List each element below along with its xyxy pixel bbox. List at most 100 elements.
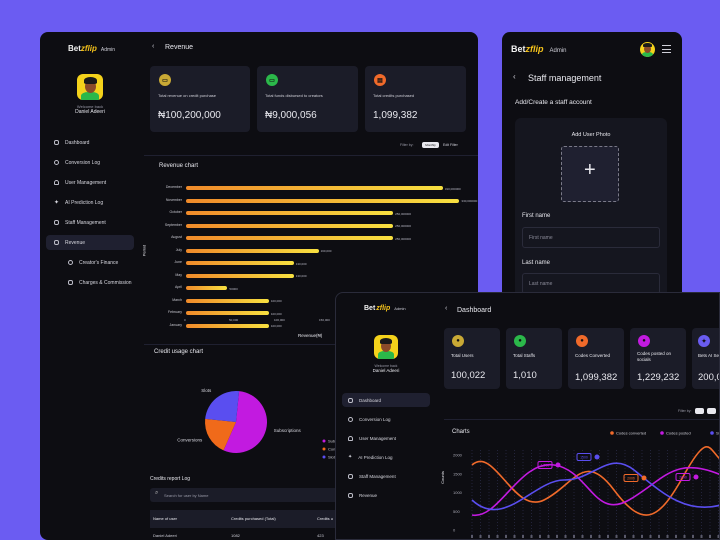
series-line[interactable] xyxy=(471,462,720,511)
bar-category-label: July xyxy=(175,247,182,252)
sidebar-item-conversion-log[interactable]: Conversion Log xyxy=(342,412,430,426)
edit-filter-button[interactable]: Edit Filter xyxy=(443,143,458,147)
revenue-bar[interactable] xyxy=(186,223,394,228)
users-icon: ● xyxy=(452,335,464,347)
stat-card-total-staffs: ● Total Staffs 1,010 xyxy=(506,328,562,389)
add-photo-button[interactable]: + xyxy=(561,146,619,202)
column-header: Name of user xyxy=(153,516,178,521)
revenue-bar[interactable] xyxy=(186,323,269,328)
callout-label: 1500 xyxy=(580,455,588,459)
welcome-text: Welcome back xyxy=(374,364,398,368)
stat-value: 1,099,382 xyxy=(373,110,418,121)
series-line[interactable] xyxy=(471,464,720,516)
cash-icon: ▭ xyxy=(159,74,171,86)
sidebar-item-revenue[interactable]: Revenue xyxy=(342,488,430,502)
bar-category-label: December xyxy=(165,185,182,189)
filter-button[interactable] xyxy=(707,408,716,414)
briefcase-icon xyxy=(348,473,353,479)
data-point-marker[interactable] xyxy=(641,475,647,481)
x-tick xyxy=(530,535,533,538)
revenue-bar[interactable] xyxy=(186,211,394,215)
sidebar-item-dashboard[interactable]: Dashboard xyxy=(342,393,430,407)
briefcase-icon xyxy=(54,220,59,225)
data-point-marker[interactable] xyxy=(555,462,561,468)
chart-title: Charts xyxy=(452,429,470,435)
y-tick-label: 500 xyxy=(453,509,460,514)
sidebar-item-staff-management[interactable]: Staff Management xyxy=(342,469,430,483)
y-tick-label: 1500 xyxy=(453,471,463,476)
cash-icon: ▭ xyxy=(266,74,278,86)
series-line[interactable] xyxy=(471,446,720,516)
brand-logo[interactable]: Bet zflip Admin xyxy=(68,44,115,53)
sidebar-item-ai-prediction-log[interactable]: ✦ AI Prediction Log xyxy=(342,450,430,464)
menu-icon[interactable] xyxy=(662,45,671,53)
y-tick-label: 2000 xyxy=(453,453,463,458)
chevron-left-icon[interactable]: ‹ xyxy=(152,43,155,50)
filter-select[interactable]: Monthly xyxy=(422,142,439,148)
legend-label: Subscr xyxy=(328,439,341,444)
x-tick xyxy=(598,535,601,538)
last-name-field[interactable]: Last name xyxy=(522,273,660,292)
pie-slice[interactable] xyxy=(205,418,236,451)
x-tick xyxy=(573,535,575,538)
brand-logo[interactable]: Bet zflip Admin xyxy=(511,44,567,54)
first-name-field[interactable]: First name xyxy=(522,227,660,248)
revenue-bar[interactable] xyxy=(186,273,294,278)
revenue-bar-plot: December 310,000000 November 330,000000 Octo… xyxy=(144,156,478,346)
sidebar-item-staff-management[interactable]: Staff Management xyxy=(46,215,136,230)
sidebar-item-user-management[interactable]: User Management xyxy=(342,431,430,445)
data-point-marker[interactable] xyxy=(693,474,699,480)
sidebar-item-creators-finance[interactable]: Creator's Finance xyxy=(46,255,136,270)
revenue-bar[interactable] xyxy=(186,236,394,240)
stat-card-codes-posted: ● Codes posted on socials 1,229,232 xyxy=(630,328,686,389)
stat-value: 100,022 xyxy=(451,370,486,381)
revenue-bar[interactable] xyxy=(186,261,294,265)
x-tick xyxy=(547,535,550,538)
last-name-label: Last name xyxy=(522,260,551,266)
sidebar-item-label: User Management xyxy=(359,435,397,441)
pie-slice[interactable] xyxy=(223,391,267,453)
avatar[interactable] xyxy=(374,335,398,359)
x-tick xyxy=(683,535,686,538)
stat-label: Bets AI Se xyxy=(698,353,720,358)
legend-label: Codes converted xyxy=(616,431,646,436)
revenue-bar[interactable] xyxy=(186,198,460,203)
chevron-left-icon[interactable]: ‹ xyxy=(513,72,516,81)
sidebar-item-label: Conversion Log xyxy=(359,416,391,422)
revenue-bar[interactable] xyxy=(186,248,319,253)
sidebar-item-dashboard[interactable]: Dashboard xyxy=(46,135,136,150)
stat-card-revenue: ▭ Total revenue on credit purchase ₦100,… xyxy=(150,66,250,132)
revenue-bar[interactable] xyxy=(186,286,228,290)
filter-label: Filter by: xyxy=(678,409,692,413)
refresh-icon xyxy=(348,416,353,422)
avatar[interactable] xyxy=(640,42,655,57)
x-tick-label: 50,000 xyxy=(229,318,239,322)
filter-select[interactable] xyxy=(695,408,704,414)
sidebar-item-user-management[interactable]: User Management xyxy=(46,175,136,190)
sidebar-item-charges-commission[interactable]: Charges & Commission xyxy=(46,275,136,290)
sidebar-item-ai-prediction-log[interactable]: ✦ AI Prediction Log xyxy=(46,195,136,210)
wallet-icon xyxy=(348,492,353,498)
receipt-icon xyxy=(68,280,73,285)
sidebar-item-label: Charges & Commission xyxy=(79,279,132,286)
plus-icon: + xyxy=(584,159,596,181)
chevron-left-icon[interactable]: ‹ xyxy=(445,305,448,312)
search-icon: ⌕ xyxy=(155,490,159,496)
revenue-bar[interactable] xyxy=(186,186,443,190)
search-input[interactable]: ⌕ Search for user by Name xyxy=(150,488,340,502)
data-point-marker[interactable] xyxy=(594,454,600,460)
brand-main: Bet xyxy=(511,44,526,54)
credit-icon: ▤ xyxy=(374,74,386,86)
avatar[interactable] xyxy=(77,74,103,100)
x-tick xyxy=(675,535,677,538)
x-tick xyxy=(564,535,567,538)
sidebar-item-revenue[interactable]: Revenue xyxy=(46,235,134,250)
pie-slice[interactable] xyxy=(205,391,240,422)
revenue-bar[interactable] xyxy=(186,311,269,315)
revenue-bar[interactable] xyxy=(186,298,269,303)
share-icon: ● xyxy=(638,335,650,347)
brand-logo[interactable]: Bet zflip Admin xyxy=(364,305,406,312)
sidebar-item-conversion-log[interactable]: Conversion Log xyxy=(46,155,136,170)
sidebar-item-label: Revenue xyxy=(65,239,86,246)
table-row[interactable]: Daniel Adeeri 1082 423 xyxy=(150,530,344,540)
